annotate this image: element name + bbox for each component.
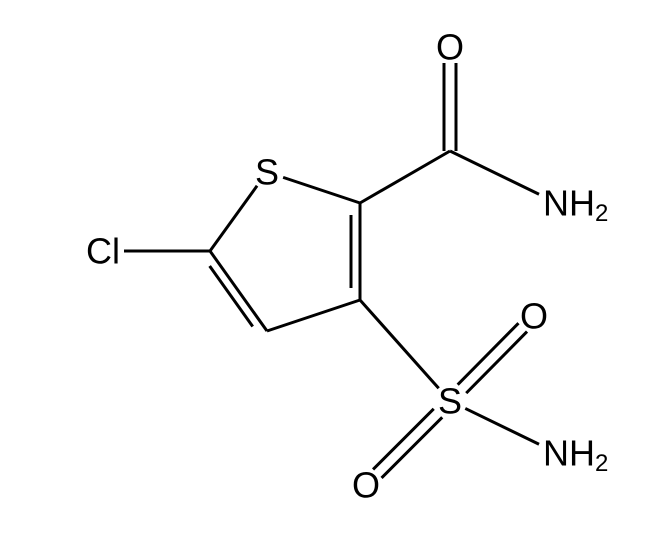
svg-text:O: O xyxy=(436,27,464,68)
svg-text:S: S xyxy=(438,381,462,422)
svg-text:NH2: NH2 xyxy=(543,433,608,477)
molecule-diagram: S Cl O NH2 S O O NH2 xyxy=(0,0,652,540)
svg-text:S: S xyxy=(255,152,279,193)
svg-text:O: O xyxy=(352,465,380,506)
svg-text:Cl: Cl xyxy=(86,231,120,272)
svg-text:O: O xyxy=(520,296,548,337)
svg-text:NH2: NH2 xyxy=(543,183,608,227)
